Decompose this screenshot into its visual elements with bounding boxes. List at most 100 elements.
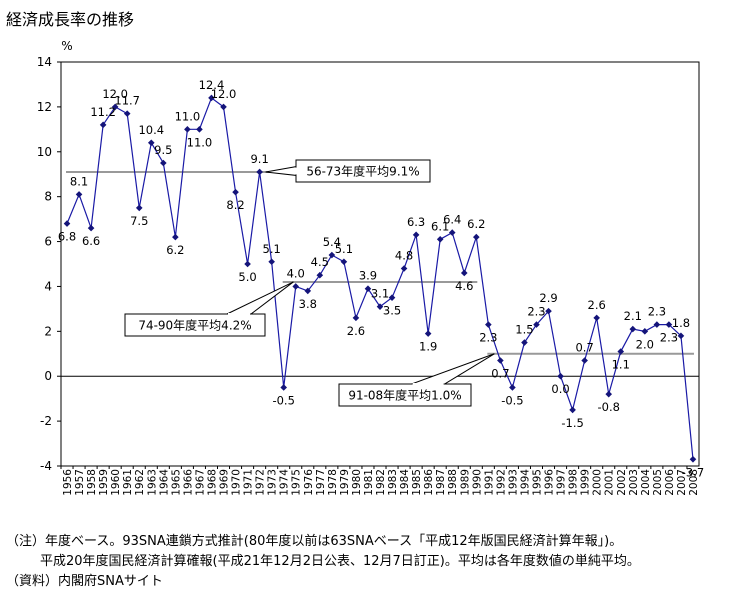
x-tick-label: 2003 (628, 469, 640, 496)
data-point-marker (448, 229, 456, 236)
data-point-marker (352, 314, 360, 322)
average-callout-pointer (411, 353, 495, 385)
x-tick-label: 1979 (339, 469, 351, 496)
data-label: 11.0 (187, 135, 213, 149)
x-tick-label: 1957 (74, 469, 86, 496)
data-point-marker (292, 283, 300, 290)
data-label: 3.1 (371, 287, 389, 301)
data-label: 10.4 (138, 123, 164, 137)
data-label: 2.3 (479, 331, 497, 345)
data-point-marker (509, 384, 516, 391)
footnote-line-1: （注）年度ベース。93SNA連鎖方式推計(80年度以前は63SNAベース「平成1… (6, 534, 623, 549)
data-label: 12.4 (199, 78, 225, 92)
data-point-marker (473, 233, 480, 241)
y-axis-unit-label: % (61, 39, 72, 53)
data-label: 0.7 (575, 341, 593, 355)
data-label: 8.1 (70, 174, 88, 188)
data-label: 4.5 (311, 255, 329, 269)
data-label: 9.5 (154, 143, 172, 157)
data-point-marker (316, 271, 324, 279)
average-callout: 74-90年度平均4.2% (124, 281, 294, 337)
x-tick-label: 1973 (267, 469, 279, 496)
data-point-marker (557, 372, 564, 380)
data-point-marker (436, 236, 444, 243)
x-tick-label: 1977 (315, 469, 327, 496)
x-tick-label: 1960 (110, 469, 122, 496)
data-point-marker (677, 332, 685, 340)
data-label: 2.6 (347, 324, 365, 338)
page-title: 経済成長率の推移 (6, 10, 135, 29)
data-label: 5.1 (263, 242, 281, 256)
source-note: （資料）内閣府SNAサイト (6, 574, 163, 589)
footnote-line-2: 平成20年度国民経済計算確報(平成21年12月2日公表、12月7日訂正)。平均は… (40, 554, 640, 569)
data-point-marker (232, 188, 239, 196)
data-label: 1.5 (515, 323, 533, 337)
x-tick-label: 1995 (531, 469, 543, 496)
average-callout: 91-08年度平均1.0% (338, 353, 495, 407)
y-tick-label: 6 (44, 235, 52, 249)
x-tick-label: 1988 (447, 469, 459, 496)
x-tick-label: 1962 (134, 469, 146, 496)
data-label: 0.0 (551, 382, 569, 396)
data-point-marker (147, 139, 155, 147)
data-label: 1.1 (612, 358, 630, 372)
x-tick-label: 2004 (640, 469, 652, 496)
data-label: 11.0 (175, 109, 201, 123)
data-label: 2.1 (624, 309, 642, 323)
data-label: 5.1 (335, 242, 353, 256)
data-point-marker (388, 294, 396, 301)
data-point-marker (497, 357, 504, 364)
data-label: -0.5 (272, 393, 294, 407)
data-label: 11.7 (114, 94, 140, 108)
data-point-marker (220, 103, 227, 111)
data-label: 6.6 (82, 234, 100, 248)
x-tick-label: 1972 (255, 469, 267, 496)
data-label: 6.3 (407, 215, 425, 229)
data-label: 12.0 (102, 87, 128, 101)
data-label: 4.6 (455, 279, 473, 293)
data-label: -0.8 (597, 400, 619, 414)
data-label: 4.0 (287, 266, 305, 280)
x-tick-label: 2000 (592, 469, 604, 496)
x-tick-label: 1976 (303, 469, 315, 496)
x-tick-label: 1986 (423, 469, 435, 496)
data-label: 3.9 (359, 269, 377, 283)
x-tick-label: 1970 (231, 469, 243, 496)
data-point-marker (400, 265, 408, 272)
data-label: 2.6 (588, 298, 606, 312)
x-tick-label: 2005 (652, 469, 664, 496)
x-tick-label: 1971 (243, 469, 255, 496)
x-tick-label: 1978 (327, 469, 339, 496)
data-label: -0.5 (501, 393, 523, 407)
data-point-marker (605, 390, 613, 398)
data-point-marker (87, 224, 95, 232)
y-tick-label: -2 (40, 414, 52, 428)
data-label: 6.2 (166, 243, 184, 257)
x-tick-label: 1993 (507, 469, 519, 496)
x-tick-label: 2002 (616, 469, 628, 496)
average-callout-box (124, 313, 266, 337)
average-callout: 56-73年度平均9.1% (265, 159, 431, 183)
data-point-marker (424, 330, 432, 337)
x-tick-label: 1980 (351, 469, 363, 496)
x-tick-label: 1964 (158, 469, 170, 496)
x-tick-label: 1975 (291, 469, 303, 496)
data-label: 8.2 (226, 198, 244, 212)
data-label: 2.9 (539, 291, 557, 305)
data-label: 1.8 (672, 316, 690, 330)
x-tick-label: 1998 (568, 469, 580, 496)
data-point-marker (340, 258, 348, 266)
data-label: 2.3 (648, 305, 666, 319)
data-label: 7.5 (130, 214, 148, 228)
data-point-marker (460, 269, 468, 277)
data-point-marker (75, 191, 83, 198)
data-point-marker (593, 314, 600, 322)
plot-frame (60, 61, 700, 467)
data-point-marker (665, 321, 673, 328)
data-label: 2.0 (636, 337, 654, 351)
average-callout-label: 91-08年度平均1.0% (348, 388, 461, 403)
x-tick-label: 1982 (375, 469, 387, 496)
x-tick-label: 1956 (62, 469, 74, 496)
x-tick-label: 1985 (411, 469, 423, 496)
y-tick-label: 12 (37, 100, 52, 114)
